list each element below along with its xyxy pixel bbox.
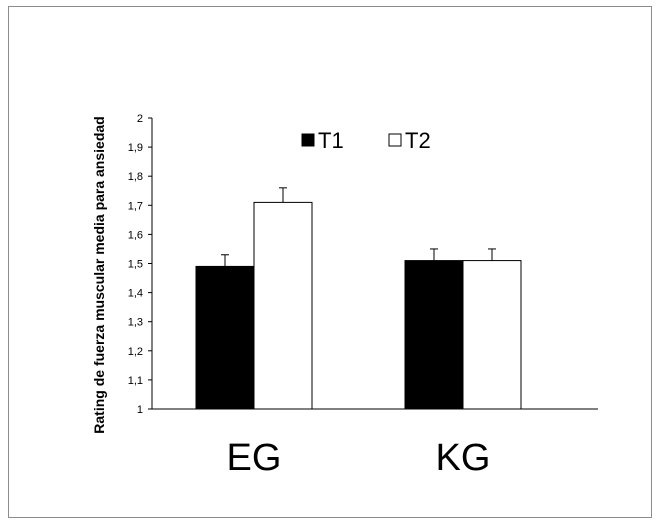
- chart-frame: [8, 6, 652, 518]
- y-tick-label: 1,5: [128, 259, 143, 271]
- y-axis-label: Rating de fuerza muscular media para ans…: [91, 116, 107, 433]
- y-tick-label: 1,1: [128, 375, 143, 387]
- bar-t2-eg: [253, 201, 313, 410]
- legend-label-t2: T2: [405, 128, 431, 153]
- category-label-kg: KG: [436, 437, 491, 479]
- legend-label-t1: T1: [318, 128, 344, 153]
- bar-t1-eg: [195, 265, 255, 410]
- y-tick-label: 2: [137, 113, 143, 125]
- y-tick-label: 1,3: [128, 317, 143, 329]
- bar-t2-kg: [462, 260, 522, 410]
- legend: T1 T2: [301, 128, 431, 153]
- y-tick-label: 1,9: [128, 142, 143, 154]
- category-label-eg: EG: [227, 437, 282, 479]
- y-tick-label: 1,4: [128, 288, 143, 300]
- plot-area: 1 1,1 1,2 1,3 1,4 1,5 1,6 1,7 1,8 1,9 2 EG KG: [128, 113, 598, 479]
- y-tick-label: 1,6: [128, 229, 143, 241]
- legend-swatch-t1: [301, 133, 315, 147]
- y-tick-label: 1,7: [128, 200, 143, 212]
- legend-swatch-t2: [388, 133, 402, 147]
- y-tick-label: 1,8: [128, 171, 143, 183]
- bar-t1-kg: [404, 260, 464, 410]
- y-tick-label: 1: [137, 404, 143, 416]
- y-tick-label: 1,2: [128, 346, 143, 358]
